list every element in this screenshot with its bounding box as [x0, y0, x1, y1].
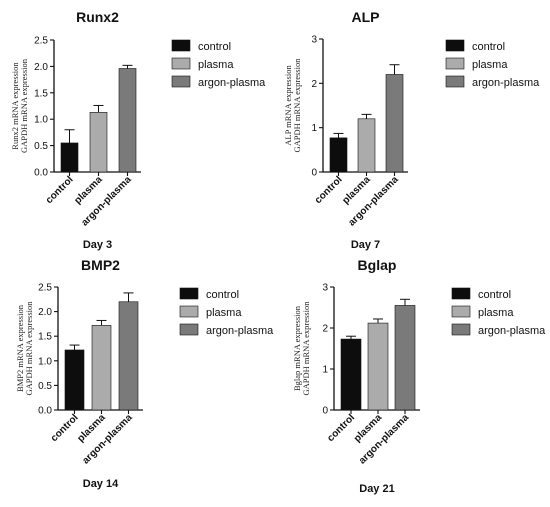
chart-title: Runx2	[76, 9, 119, 25]
y-axis-label: GAPDH mRNA expression	[24, 301, 34, 396]
y-tick-label: 2.0	[38, 307, 52, 318]
y-tick-label: 1.0	[34, 115, 48, 126]
legend-swatch	[451, 287, 471, 300]
y-tick-label: 3	[311, 35, 317, 46]
category-label: control	[325, 412, 357, 444]
legend-label: control	[478, 289, 511, 301]
legend-label: plasma	[472, 59, 508, 71]
chart-title: BMP2	[81, 257, 120, 273]
bar-plasma	[91, 325, 112, 411]
y-tick-label: 1.0	[38, 356, 52, 367]
legend-swatch	[445, 75, 465, 88]
y-tick-label: 1.5	[34, 88, 48, 99]
legend-label: argon-plasma	[478, 325, 546, 337]
bar-argon-plasma	[118, 68, 137, 173]
category-label: control	[44, 174, 76, 206]
y-tick-label: 3	[322, 283, 328, 294]
legend-label: plasma	[206, 307, 242, 319]
y-tick-label: 0	[311, 168, 317, 179]
y-axis-label: Runx2 mRNA expression	[10, 62, 20, 150]
y-tick-label: 2.5	[38, 283, 52, 294]
legend-label: argon-plasma	[198, 77, 266, 89]
legend: control plasma argon-plasma	[171, 39, 266, 89]
legend: control plasma argon-plasma	[445, 39, 540, 89]
y-axis-label: GAPDH mRNA expression	[292, 58, 302, 153]
y-tick-label: 0.0	[38, 406, 52, 417]
bar-control	[340, 338, 362, 411]
legend-swatch	[445, 57, 465, 70]
y-tick-label: 1	[311, 123, 317, 134]
y-tick-label: 2	[311, 79, 317, 90]
y-tick-label: 0.0	[34, 168, 48, 179]
category-label: argon-plasma	[80, 412, 134, 466]
legend-swatch	[179, 287, 199, 300]
bar-plasma	[357, 118, 376, 173]
y-axis-label: GAPDH mRNA expression	[19, 58, 29, 153]
legend: control plasma argon-plasma	[451, 287, 546, 337]
bar-control	[64, 349, 85, 411]
day-label: Day 3	[83, 239, 112, 251]
y-tick-label: 0.5	[34, 141, 48, 152]
legend-swatch	[179, 305, 199, 318]
bar-plasma	[89, 112, 108, 173]
chart-panel-3: BMP2 BMP2 mRNA expression GAPDH mRNA expre…	[15, 257, 274, 490]
bar-argon-plasma	[385, 74, 404, 173]
chart-title: ALP	[352, 9, 380, 25]
category-label: argon-plasma	[346, 174, 400, 228]
y-axis-label: ALP mRNA expression	[283, 65, 293, 146]
chart-title: Bglap	[358, 257, 397, 273]
legend-label: control	[198, 41, 231, 53]
legend-label: argon-plasma	[206, 325, 274, 337]
legend-swatch	[171, 75, 191, 88]
category-label: control	[49, 412, 81, 444]
y-tick-label: 0	[322, 406, 328, 417]
legend: control plasma argon-plasma	[179, 287, 274, 337]
bar-plasma	[367, 322, 389, 411]
chart-panel-4: Bglap Bglap mRNA expression GAPDH mRNA exp…	[292, 257, 546, 495]
legend-swatch	[179, 323, 199, 336]
day-label: Day 7	[351, 239, 380, 251]
bar-argon-plasma	[394, 305, 416, 411]
y-axis-label: GAPDH mRNA expression	[301, 301, 311, 396]
category-label: argon-plasma	[357, 412, 411, 466]
legend-label: control	[206, 289, 239, 301]
chart-panel-2: ALP ALP mRNA expression GAPDH mRNA express…	[283, 9, 540, 251]
legend-label: control	[472, 41, 505, 53]
chart-panel-1: Runx2 Runx2 mRNA expression GAPDH mRNA exp…	[10, 9, 266, 251]
y-tick-label: 2.0	[34, 62, 48, 73]
legend-label: plasma	[478, 307, 514, 319]
legend-label: plasma	[198, 59, 234, 71]
y-tick-label: 1.5	[38, 332, 52, 343]
bar-control	[329, 137, 348, 173]
y-axis-label: Bglap mRNA expression	[292, 305, 302, 391]
y-tick-label: 2	[322, 324, 328, 335]
y-axis-label: BMP2 mRNA expression	[15, 304, 25, 392]
bar-argon-plasma	[118, 301, 139, 411]
legend-swatch	[451, 323, 471, 336]
y-tick-label: 2.5	[34, 36, 48, 47]
legend-swatch	[445, 39, 465, 52]
day-label: Day 21	[359, 483, 394, 495]
y-tick-label: 0.5	[38, 381, 52, 392]
legend-label: argon-plasma	[472, 77, 540, 89]
legend-swatch	[171, 39, 191, 52]
day-label: Day 14	[83, 478, 119, 490]
legend-swatch	[171, 57, 191, 70]
bar-control	[60, 142, 79, 173]
y-tick-label: 1	[322, 365, 328, 376]
legend-swatch	[451, 305, 471, 318]
category-label: control	[313, 174, 345, 206]
